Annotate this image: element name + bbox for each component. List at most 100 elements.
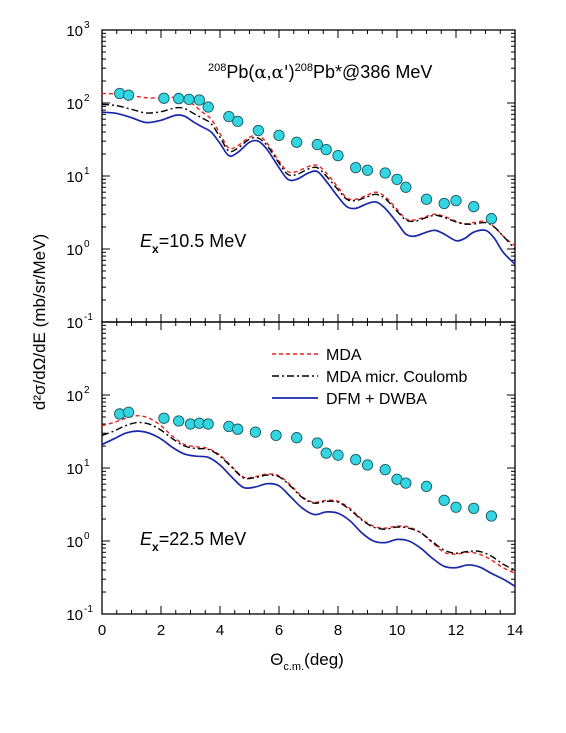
data-point — [311, 437, 323, 449]
data-point — [320, 447, 332, 459]
data-point — [350, 454, 362, 466]
y-tick-label-exponent: 0 — [84, 531, 90, 542]
y-tick-label: 10 — [66, 461, 83, 478]
data-point — [332, 150, 344, 162]
data-point — [273, 129, 285, 142]
bottom-energy-sub: x — [152, 540, 159, 554]
data-point — [361, 164, 374, 176]
top-energy-sub: x — [152, 242, 159, 256]
data-point — [202, 101, 214, 113]
title-mass-1: 208 — [208, 62, 226, 74]
legend: MDA MDA micr. Coulomb DFM + DWBA — [272, 347, 467, 408]
y-tick-label-exponent: 1 — [84, 458, 90, 469]
data-point — [122, 89, 135, 101]
data-point — [232, 423, 244, 435]
x-tick-label: 0 — [98, 622, 106, 639]
y-tick-label: 10 — [66, 534, 83, 551]
bottom-panel-energy-label: Ex=22.5 MeV — [140, 529, 246, 554]
data-point — [391, 173, 403, 185]
data-point — [450, 194, 462, 207]
data-point — [291, 432, 303, 444]
data-point — [202, 418, 214, 430]
y-tick-label: 10 — [66, 169, 83, 186]
top-energy-e: E — [140, 231, 153, 251]
data-point — [468, 201, 480, 213]
data-point — [379, 463, 391, 476]
data-point — [450, 501, 462, 513]
data-point — [400, 181, 412, 193]
legend-label-dfm-dwba: DFM + DWBA — [326, 391, 427, 408]
data-point — [249, 426, 262, 438]
data-point — [311, 138, 323, 151]
y-tick-label-exponent: 3 — [84, 20, 90, 31]
y-tick-label-exponent: -1 — [84, 312, 93, 323]
data-point — [122, 406, 135, 418]
title-alpha: α — [254, 62, 266, 83]
data-point — [193, 94, 206, 106]
series-line-mda-micr-coulomb — [102, 103, 515, 250]
top-energy-value: =10.5 MeV — [159, 231, 247, 251]
x-tick-label: 4 — [216, 622, 224, 639]
series-line-mda — [102, 92, 515, 247]
series-line-mda-micr-coulomb — [102, 421, 515, 571]
data-point — [400, 477, 412, 489]
x-tick-label: 12 — [448, 622, 465, 639]
top-panel-energy-label: Ex=10.5 MeV — [140, 231, 246, 256]
x-tick-label: 14 — [507, 622, 524, 639]
plot-area-bottom — [102, 406, 515, 587]
series-line-dfm-dwba — [102, 430, 515, 587]
y-tick-label-exponent: 0 — [84, 239, 90, 250]
y-tick-label: 10 — [66, 388, 83, 405]
top-panel-title: 208Pb(α,α')208Pb*@386 MeV — [208, 62, 432, 83]
data-point — [361, 459, 374, 471]
y-tick-label: 10 — [66, 242, 83, 259]
y-tick-label: 10 — [66, 315, 83, 332]
data-point — [291, 136, 303, 148]
data-point — [332, 449, 344, 461]
title-part-2: ) — [289, 62, 295, 82]
y-axis-label: d²σ/dΩ/dE (mb/sr/MeV) — [30, 234, 49, 410]
y-tick-label: 10 — [66, 23, 83, 40]
data-point — [350, 162, 362, 174]
x-axis-label: Θc.m.(deg) — [270, 650, 344, 673]
x-axis-label-unit: (deg) — [304, 650, 344, 669]
data-point — [223, 111, 235, 123]
data-point — [485, 510, 498, 522]
x-tick-label: 6 — [275, 622, 283, 639]
data-point — [379, 167, 391, 179]
data-point — [420, 480, 433, 493]
x-tick-label: 10 — [389, 622, 406, 639]
data-point — [485, 213, 498, 225]
y-tick-label-exponent: 2 — [84, 93, 90, 104]
y-tick-label: 10 — [66, 96, 83, 113]
series-line-mda — [102, 415, 515, 575]
data-point — [438, 494, 450, 507]
series-line-dfm-dwba — [102, 111, 515, 265]
bottom-energy-e: E — [140, 529, 153, 549]
x-axis-label-sub: c.m. — [283, 661, 304, 673]
data-point — [173, 92, 185, 105]
data-point — [173, 415, 185, 427]
panel-frame-bottom — [101, 321, 516, 615]
y-tick-label-exponent: 1 — [84, 166, 90, 177]
data-point — [270, 429, 282, 442]
y-tick-label: 10 — [66, 607, 83, 624]
data-point — [320, 143, 332, 156]
data-point — [420, 193, 433, 205]
data-point — [232, 115, 244, 128]
y-axis-label-text: d²σ/dΩ/dE (mb/sr/MeV) — [30, 234, 49, 410]
data-point — [252, 124, 265, 137]
legend-label-mda-coulomb: MDA micr. Coulomb — [326, 369, 467, 386]
bottom-energy-value: =22.5 MeV — [159, 529, 247, 549]
title-part-3: Pb*@386 MeV — [313, 62, 432, 82]
data-point — [468, 502, 480, 515]
x-tick-label: 8 — [334, 622, 342, 639]
title-sep: , — [267, 62, 272, 82]
title-alpha-prime: α' — [272, 62, 289, 83]
data-point — [438, 197, 450, 210]
title-mass-2: 208 — [295, 62, 313, 74]
y-tick-label-exponent: -1 — [84, 604, 93, 615]
data-point — [158, 92, 170, 104]
